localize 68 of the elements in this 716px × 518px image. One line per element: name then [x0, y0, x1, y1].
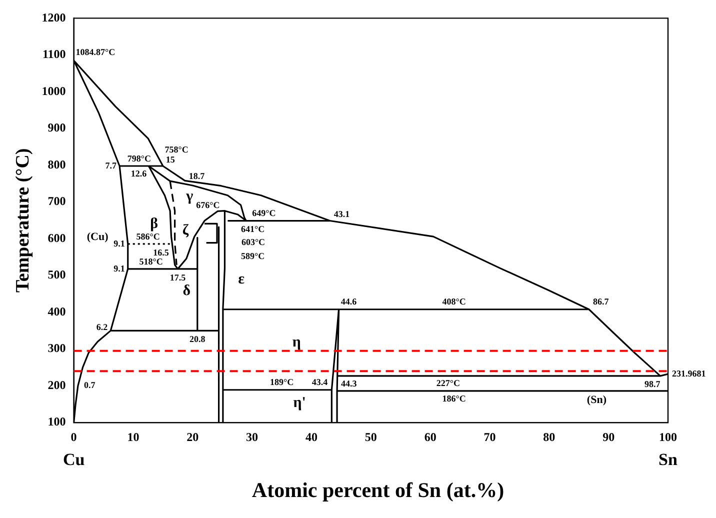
y-axis-title: Temperature (°C): [12, 148, 34, 293]
annotation: 227°C: [436, 378, 460, 388]
x-tick-label: 40: [305, 430, 318, 444]
annotation: β: [150, 216, 158, 232]
annotation: 186°C: [442, 393, 466, 404]
annotation: 43.1: [334, 209, 350, 220]
annotation: 676°C: [196, 200, 220, 210]
annotation: η: [292, 334, 301, 350]
annotation: 12.6: [130, 168, 148, 178]
annotation: 44.6: [340, 296, 358, 307]
text: Cu: [62, 450, 85, 469]
annotation: 44.3: [341, 378, 358, 388]
annotation: 0.7: [84, 380, 96, 390]
annotation: 17.5: [170, 272, 186, 282]
y-tick-label: 300: [48, 341, 66, 356]
y-tick-label: 100: [48, 414, 66, 429]
annotation: 86.7: [592, 296, 610, 307]
annotation: 589°C: [241, 251, 265, 262]
annotation: 758°C: [164, 144, 188, 154]
x-tick-label: 20: [186, 430, 199, 444]
annotation: 9.1: [114, 238, 126, 248]
x-axis-title: Atomic percent of Sn (at.%): [250, 478, 506, 503]
annotation: 231.9681: [672, 368, 706, 378]
y-tick-label: 600: [48, 230, 66, 245]
annotation: 18.7: [188, 171, 206, 182]
annotation: δ: [182, 283, 191, 300]
x-tick-label: 30: [246, 430, 258, 444]
annotation: ε: [238, 272, 246, 288]
annotation: 6.2: [96, 322, 108, 332]
annotation: 641°C: [241, 224, 265, 234]
annotation: 408°C: [442, 296, 466, 307]
annotation: 98.7: [644, 379, 661, 390]
x-tick-label: 10: [127, 430, 140, 444]
annotation: 15: [166, 154, 176, 164]
x-tick-label: 70: [484, 430, 496, 444]
annotation: 189°C: [270, 377, 294, 388]
annotation: 518°C: [139, 256, 163, 266]
x-tick-label: 60: [424, 430, 436, 444]
y-tick-label: 200: [48, 378, 66, 392]
y-tick-label: 900: [48, 120, 66, 135]
y-tick-label: 400: [48, 304, 66, 318]
y-tick-label: 700: [48, 194, 66, 208]
x-tick-label: 90: [602, 430, 615, 444]
text: Sn: [658, 450, 678, 469]
annotation: 43.4: [312, 377, 328, 388]
annotation: 603°C: [241, 236, 266, 247]
x-tick-label: 0: [70, 430, 77, 444]
annotation: η': [293, 395, 306, 412]
annotation: 586°C: [136, 231, 160, 242]
y-tick-label: 1000: [42, 84, 66, 98]
y-tick-label: 800: [48, 157, 66, 172]
annotation: 9.1: [114, 263, 126, 274]
annotation: ζ: [182, 222, 190, 238]
x-tick-label: 50: [364, 430, 377, 444]
annotation: 1084.87°C: [76, 46, 116, 57]
y-tick-label: 500: [48, 268, 66, 282]
x-tick-label: 80: [543, 430, 556, 444]
y-tick-label: 1200: [42, 10, 66, 24]
annotation: 7.7: [105, 160, 118, 170]
annotation: 20.8: [190, 334, 206, 344]
annotation: 16.5: [153, 247, 170, 258]
annotation: 798°C: [127, 153, 151, 164]
annotation: (Sn): [586, 394, 607, 406]
annotation: (Cu): [86, 230, 109, 243]
annotation: 649°C: [252, 208, 276, 218]
y-tick-label: 1100: [42, 47, 66, 62]
annotation: γ: [185, 188, 194, 204]
x-tick-label: 100: [659, 430, 677, 444]
